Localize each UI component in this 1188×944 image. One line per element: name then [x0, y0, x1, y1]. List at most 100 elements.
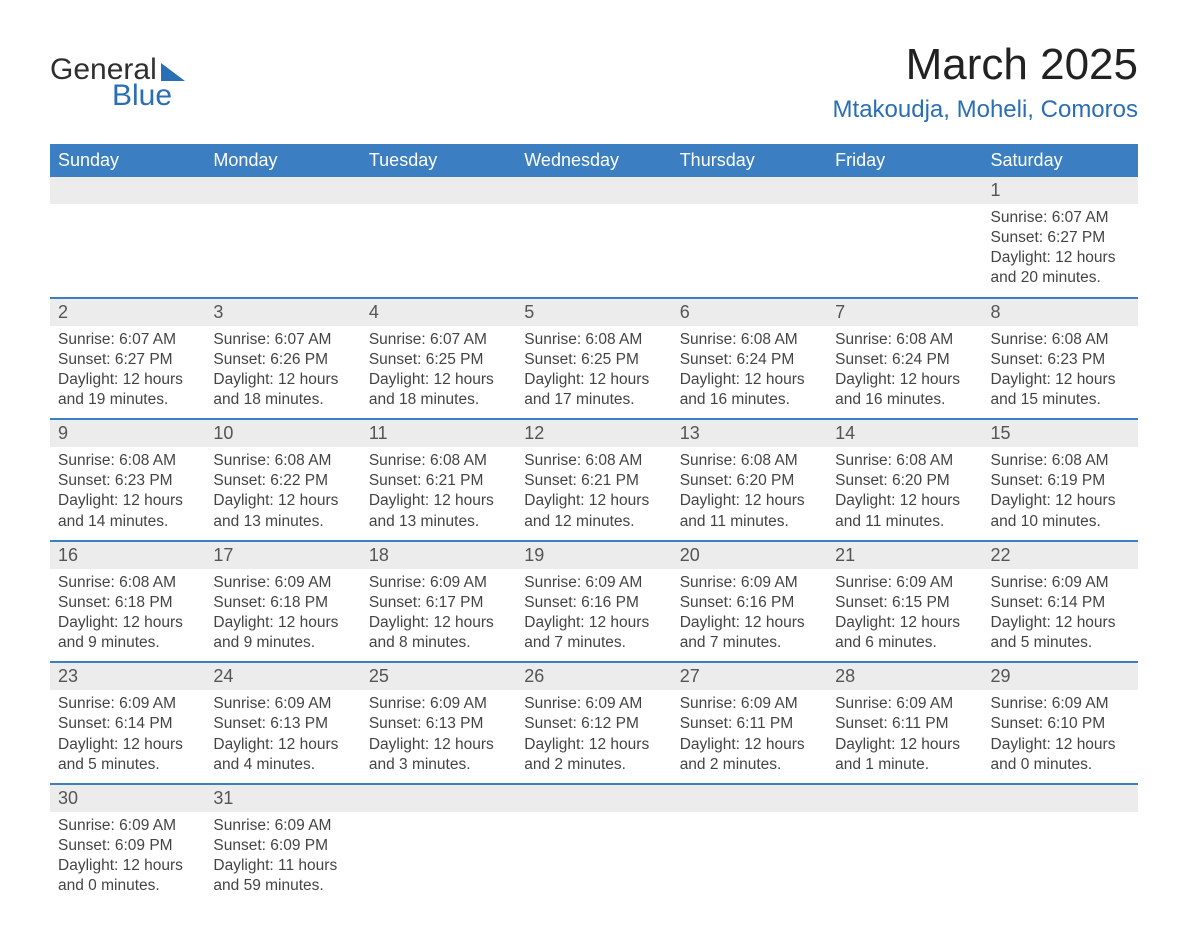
sunset: Sunset: 6:13 PM [213, 714, 352, 734]
daylight-line2: and 20 minutes. [991, 268, 1130, 288]
sunset: Sunset: 6:16 PM [524, 593, 663, 613]
day-number: 17 [205, 542, 360, 569]
day-data [827, 204, 982, 236]
sunset: Sunset: 6:20 PM [835, 471, 974, 491]
logo: General Blue [50, 55, 185, 111]
day-data: Sunrise: 6:08 AMSunset: 6:20 PMDaylight:… [672, 447, 827, 540]
day-data: Sunrise: 6:08 AMSunset: 6:21 PMDaylight:… [516, 447, 671, 540]
day-data: Sunrise: 6:09 AMSunset: 6:11 PMDaylight:… [672, 690, 827, 783]
daylight-line2: and 11 minutes. [835, 512, 974, 532]
day-cell: 28Sunrise: 6:09 AMSunset: 6:11 PMDayligh… [827, 662, 982, 784]
day-data: Sunrise: 6:07 AMSunset: 6:27 PMDaylight:… [50, 326, 205, 419]
day-data: Sunrise: 6:07 AMSunset: 6:27 PMDaylight:… [983, 204, 1138, 297]
daylight-line2: and 12 minutes. [524, 512, 663, 532]
sunrise: Sunrise: 6:07 AM [369, 330, 508, 350]
sunset: Sunset: 6:26 PM [213, 350, 352, 370]
daylight-line2: and 10 minutes. [991, 512, 1130, 532]
day-data [205, 204, 360, 236]
day-data [361, 204, 516, 236]
day-data: Sunrise: 6:09 AMSunset: 6:11 PMDaylight:… [827, 690, 982, 783]
sunset: Sunset: 6:21 PM [524, 471, 663, 491]
sunset: Sunset: 6:25 PM [524, 350, 663, 370]
daylight-line1: Daylight: 12 hours [58, 856, 197, 876]
sunrise: Sunrise: 6:08 AM [835, 330, 974, 350]
daylight-line2: and 7 minutes. [680, 633, 819, 653]
day-number [827, 785, 982, 812]
sunrise: Sunrise: 6:08 AM [58, 573, 197, 593]
day-data: Sunrise: 6:08 AMSunset: 6:23 PMDaylight:… [50, 447, 205, 540]
day-number: 4 [361, 299, 516, 326]
day-data [983, 812, 1138, 844]
sunrise: Sunrise: 6:09 AM [369, 694, 508, 714]
daylight-line1: Daylight: 12 hours [991, 735, 1130, 755]
day-data: Sunrise: 6:08 AMSunset: 6:22 PMDaylight:… [205, 447, 360, 540]
daylight-line1: Daylight: 12 hours [680, 491, 819, 511]
day-cell: 3Sunrise: 6:07 AMSunset: 6:26 PMDaylight… [205, 298, 360, 420]
day-number: 6 [672, 299, 827, 326]
daylight-line2: and 17 minutes. [524, 390, 663, 410]
sunset: Sunset: 6:11 PM [835, 714, 974, 734]
daylight-line1: Daylight: 12 hours [369, 370, 508, 390]
sunset: Sunset: 6:27 PM [991, 228, 1130, 248]
day-number: 19 [516, 542, 671, 569]
day-data: Sunrise: 6:09 AMSunset: 6:10 PMDaylight:… [983, 690, 1138, 783]
day-number: 25 [361, 663, 516, 690]
logo-word2: Blue [112, 81, 185, 111]
day-cell: 9Sunrise: 6:08 AMSunset: 6:23 PMDaylight… [50, 419, 205, 541]
day-number: 10 [205, 420, 360, 447]
day-number [827, 177, 982, 204]
day-cell: 29Sunrise: 6:09 AMSunset: 6:10 PMDayligh… [983, 662, 1138, 784]
daylight-line1: Daylight: 12 hours [213, 370, 352, 390]
daylight-line2: and 9 minutes. [213, 633, 352, 653]
day-number: 29 [983, 663, 1138, 690]
day-data: Sunrise: 6:08 AMSunset: 6:20 PMDaylight:… [827, 447, 982, 540]
day-cell: 16Sunrise: 6:08 AMSunset: 6:18 PMDayligh… [50, 541, 205, 663]
day-number: 23 [50, 663, 205, 690]
day-number: 22 [983, 542, 1138, 569]
day-number: 9 [50, 420, 205, 447]
day-number: 30 [50, 785, 205, 812]
day-number: 2 [50, 299, 205, 326]
day-number [50, 177, 205, 204]
sunrise: Sunrise: 6:09 AM [680, 694, 819, 714]
day-data [50, 204, 205, 236]
day-cell: 8Sunrise: 6:08 AMSunset: 6:23 PMDaylight… [983, 298, 1138, 420]
daylight-line2: and 59 minutes. [213, 876, 352, 896]
day-cell: 14Sunrise: 6:08 AMSunset: 6:20 PMDayligh… [827, 419, 982, 541]
day-data [672, 204, 827, 236]
sunrise: Sunrise: 6:09 AM [524, 573, 663, 593]
sunset: Sunset: 6:22 PM [213, 471, 352, 491]
day-cell [516, 784, 671, 905]
week-number-row: 2Sunrise: 6:07 AMSunset: 6:27 PMDaylight… [50, 298, 1138, 420]
day-number [983, 785, 1138, 812]
sunset: Sunset: 6:23 PM [58, 471, 197, 491]
day-cell [361, 784, 516, 905]
sunrise: Sunrise: 6:09 AM [835, 694, 974, 714]
day-data: Sunrise: 6:08 AMSunset: 6:24 PMDaylight:… [827, 326, 982, 419]
day-cell [827, 177, 982, 298]
header: General Blue March 2025 Mtakoudja, Mohel… [50, 40, 1138, 124]
sunrise: Sunrise: 6:09 AM [991, 573, 1130, 593]
daylight-line2: and 2 minutes. [680, 755, 819, 775]
week-number-row: 30Sunrise: 6:09 AMSunset: 6:09 PMDayligh… [50, 784, 1138, 905]
day-cell: 25Sunrise: 6:09 AMSunset: 6:13 PMDayligh… [361, 662, 516, 784]
day-data: Sunrise: 6:08 AMSunset: 6:19 PMDaylight:… [983, 447, 1138, 540]
day-cell: 13Sunrise: 6:08 AMSunset: 6:20 PMDayligh… [672, 419, 827, 541]
day-cell: 23Sunrise: 6:09 AMSunset: 6:14 PMDayligh… [50, 662, 205, 784]
daylight-line1: Daylight: 12 hours [991, 613, 1130, 633]
sunrise: Sunrise: 6:07 AM [213, 330, 352, 350]
daylight-line1: Daylight: 12 hours [58, 735, 197, 755]
week-number-row: 16Sunrise: 6:08 AMSunset: 6:18 PMDayligh… [50, 541, 1138, 663]
daylight-line1: Daylight: 12 hours [58, 370, 197, 390]
sunrise: Sunrise: 6:09 AM [213, 573, 352, 593]
daylight-line2: and 7 minutes. [524, 633, 663, 653]
sunset: Sunset: 6:10 PM [991, 714, 1130, 734]
day-data [827, 812, 982, 844]
sunrise: Sunrise: 6:09 AM [835, 573, 974, 593]
day-data: Sunrise: 6:07 AMSunset: 6:25 PMDaylight:… [361, 326, 516, 419]
sunset: Sunset: 6:20 PM [680, 471, 819, 491]
day-data: Sunrise: 6:08 AMSunset: 6:25 PMDaylight:… [516, 326, 671, 419]
daylight-line1: Daylight: 12 hours [991, 248, 1130, 268]
daylight-line2: and 6 minutes. [835, 633, 974, 653]
sunset: Sunset: 6:18 PM [213, 593, 352, 613]
